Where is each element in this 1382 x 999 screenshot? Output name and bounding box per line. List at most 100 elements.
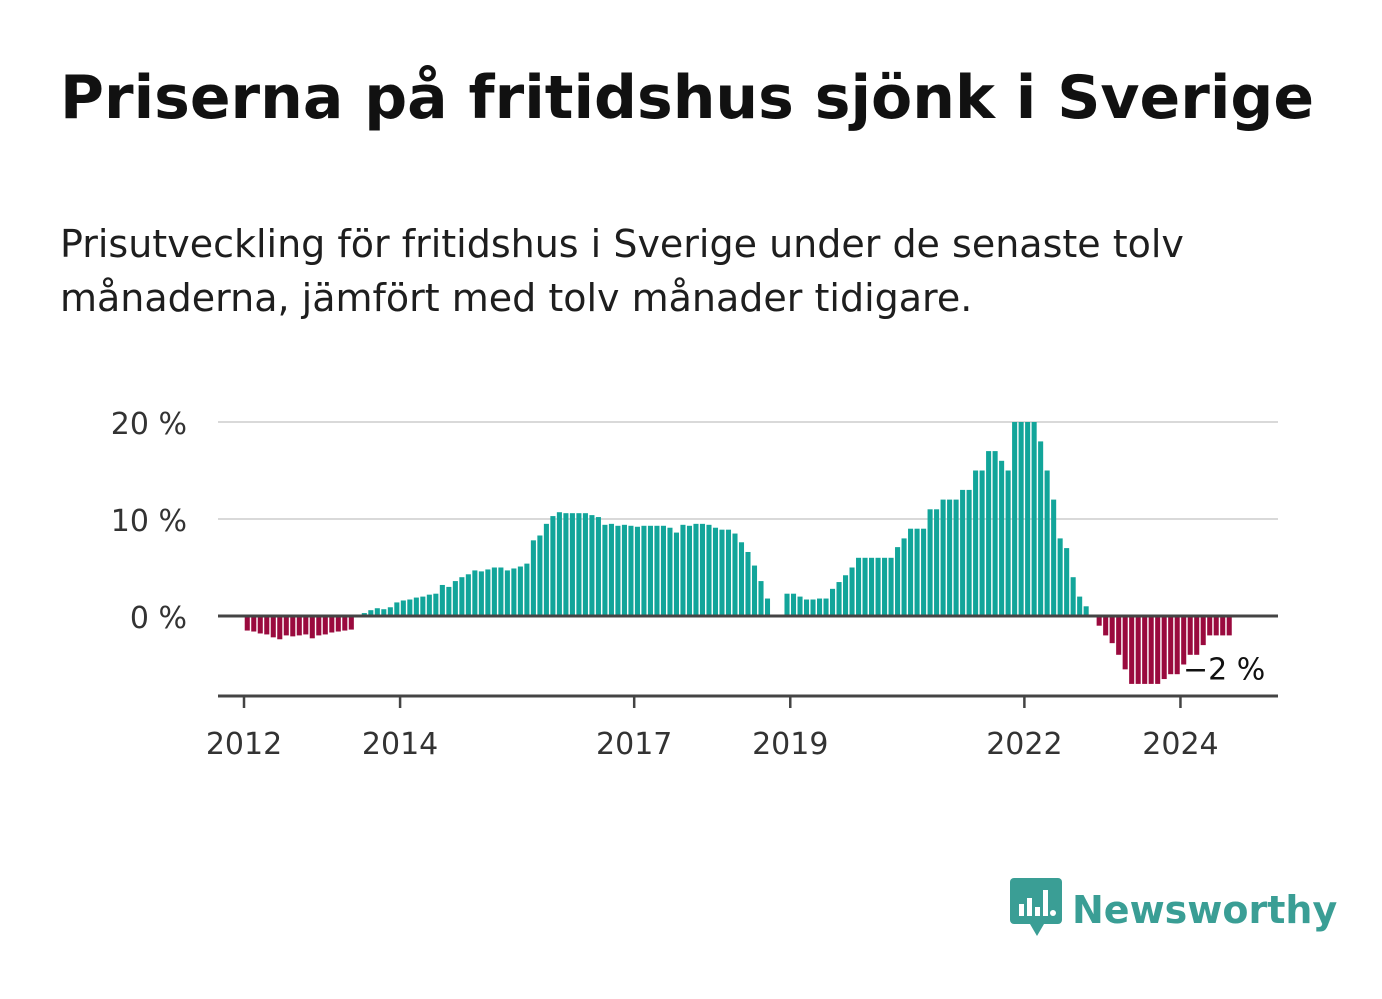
last-value-label: −2 % (1183, 652, 1265, 687)
gridlines (218, 421, 1278, 520)
bar (830, 588, 836, 616)
bar (1161, 616, 1167, 680)
bar (342, 616, 348, 631)
bar (856, 557, 862, 616)
bar (244, 616, 250, 631)
bar (543, 523, 549, 616)
bar (1057, 538, 1063, 616)
x-tick-label: 2024 (1142, 727, 1218, 762)
bar (810, 599, 816, 616)
bar (790, 593, 797, 616)
bar (283, 616, 289, 636)
bar (472, 570, 478, 616)
bar (1226, 616, 1232, 636)
bar (1116, 616, 1122, 655)
bar (251, 616, 257, 632)
bar (758, 581, 764, 616)
bar (1018, 422, 1024, 616)
bar (257, 616, 263, 634)
bar (1064, 548, 1070, 616)
bar (1096, 616, 1102, 626)
bar (862, 557, 868, 616)
bar (934, 509, 940, 616)
bar (647, 525, 653, 616)
bar (927, 509, 933, 616)
bar (400, 600, 406, 616)
bar (381, 609, 387, 616)
x-tick-label: 2012 (206, 727, 282, 762)
bar (960, 489, 966, 616)
bar (1122, 616, 1128, 670)
bar (368, 610, 374, 616)
bar (908, 528, 914, 616)
bar (420, 596, 426, 616)
bar (290, 616, 296, 637)
bar (1207, 616, 1213, 636)
bar (1129, 616, 1135, 684)
bar (316, 616, 322, 636)
bar (817, 598, 823, 616)
bar (576, 513, 582, 616)
bar (524, 563, 530, 616)
bar (1103, 616, 1109, 636)
bar (843, 575, 849, 616)
newsworthy-logo: Newsworthy (1010, 878, 1337, 942)
bar (426, 594, 432, 616)
bar (836, 582, 842, 616)
bar (686, 525, 693, 616)
bar (1155, 616, 1161, 684)
bar (270, 616, 276, 638)
bar (602, 524, 608, 616)
bar (992, 451, 998, 616)
bar (615, 525, 621, 616)
bar (869, 557, 875, 616)
bar (1025, 422, 1031, 616)
bar (277, 616, 283, 640)
bar (764, 598, 771, 616)
x-tick-label: 2022 (986, 727, 1062, 762)
bar (348, 616, 354, 630)
brand-name: Newsworthy (1072, 888, 1338, 932)
y-tick-label: 10 % (111, 504, 187, 539)
bar (1220, 616, 1226, 636)
bar (875, 557, 881, 616)
bar (628, 525, 634, 616)
bar (784, 593, 790, 616)
bars (244, 422, 1232, 684)
bar (979, 470, 985, 616)
bar (491, 567, 497, 616)
bar (608, 523, 614, 616)
bar (264, 616, 270, 635)
bar (719, 529, 725, 616)
bar (901, 538, 907, 616)
bar (550, 516, 556, 616)
bar (511, 568, 517, 616)
bar (1051, 499, 1057, 616)
bar-chart: 0 % 10 % 20 % 2012 2014 2017 2019 2022 2024 −2 % (111, 407, 1278, 762)
bar (1005, 470, 1011, 616)
bar (1038, 441, 1044, 616)
bar (329, 616, 335, 633)
bar (407, 599, 413, 616)
bar (1135, 616, 1141, 684)
bar (1031, 422, 1037, 616)
bar (732, 533, 738, 616)
bar (459, 577, 465, 616)
bar (1012, 422, 1018, 616)
bar (1070, 577, 1076, 616)
bar (803, 599, 810, 616)
chart-title: Priserna på fritidshus sjönk i Sverige (60, 63, 1315, 133)
x-tick-label: 2014 (362, 727, 438, 762)
bar (517, 566, 523, 616)
bar (1194, 616, 1200, 655)
bar (1148, 616, 1154, 684)
bar (973, 470, 979, 616)
bar (888, 557, 894, 616)
bar (895, 547, 901, 616)
bar (394, 602, 400, 616)
bar (1174, 616, 1180, 675)
bar (569, 513, 575, 616)
bar (335, 616, 341, 632)
bar (1044, 470, 1050, 616)
bar (478, 571, 484, 616)
